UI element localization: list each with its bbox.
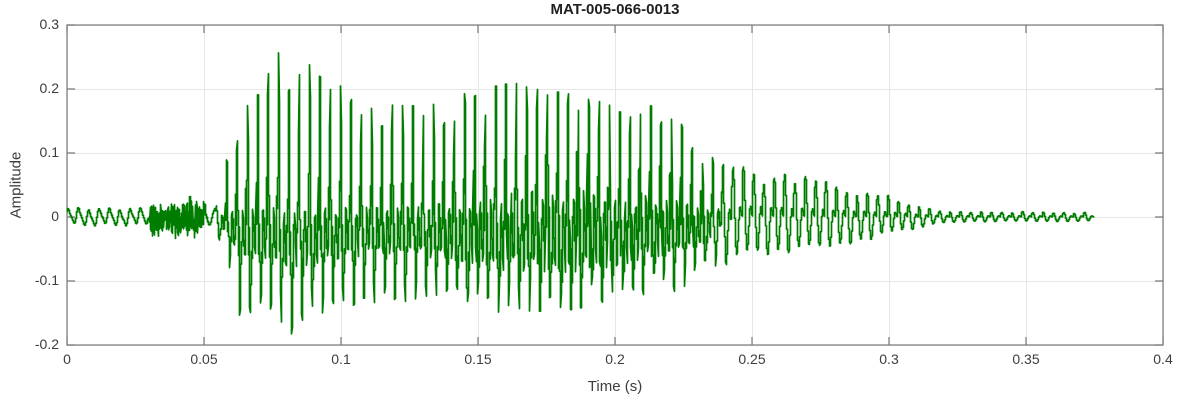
x-tick-label: 0.3 <box>879 351 899 367</box>
y-axis-label: Amplitude <box>7 151 25 219</box>
x-tick-label: 0.1 <box>331 351 351 367</box>
chart-title: MAT-005-066-0013 <box>550 1 680 18</box>
y-tick-label: 0 <box>51 208 59 224</box>
x-axis-label: Time (s) <box>587 378 643 395</box>
x-tick-label: 0.35 <box>1012 351 1040 367</box>
y-tick-label: -0.1 <box>34 272 59 288</box>
x-tick-label: 0.25 <box>738 351 766 367</box>
x-tick-label: 0 <box>63 351 71 367</box>
y-tick-label: 0.3 <box>39 16 59 32</box>
x-tick-label: 0.05 <box>190 351 218 367</box>
y-tick-label: 0.2 <box>39 80 59 96</box>
x-tick-label: 0.4 <box>1153 351 1173 367</box>
y-tick-label: 0.1 <box>39 144 59 160</box>
x-tick-label: 0.2 <box>605 351 625 367</box>
waveform-plot <box>66 24 1164 346</box>
x-tick-label: 0.15 <box>464 351 492 367</box>
y-tick-label: -0.2 <box>34 336 59 352</box>
